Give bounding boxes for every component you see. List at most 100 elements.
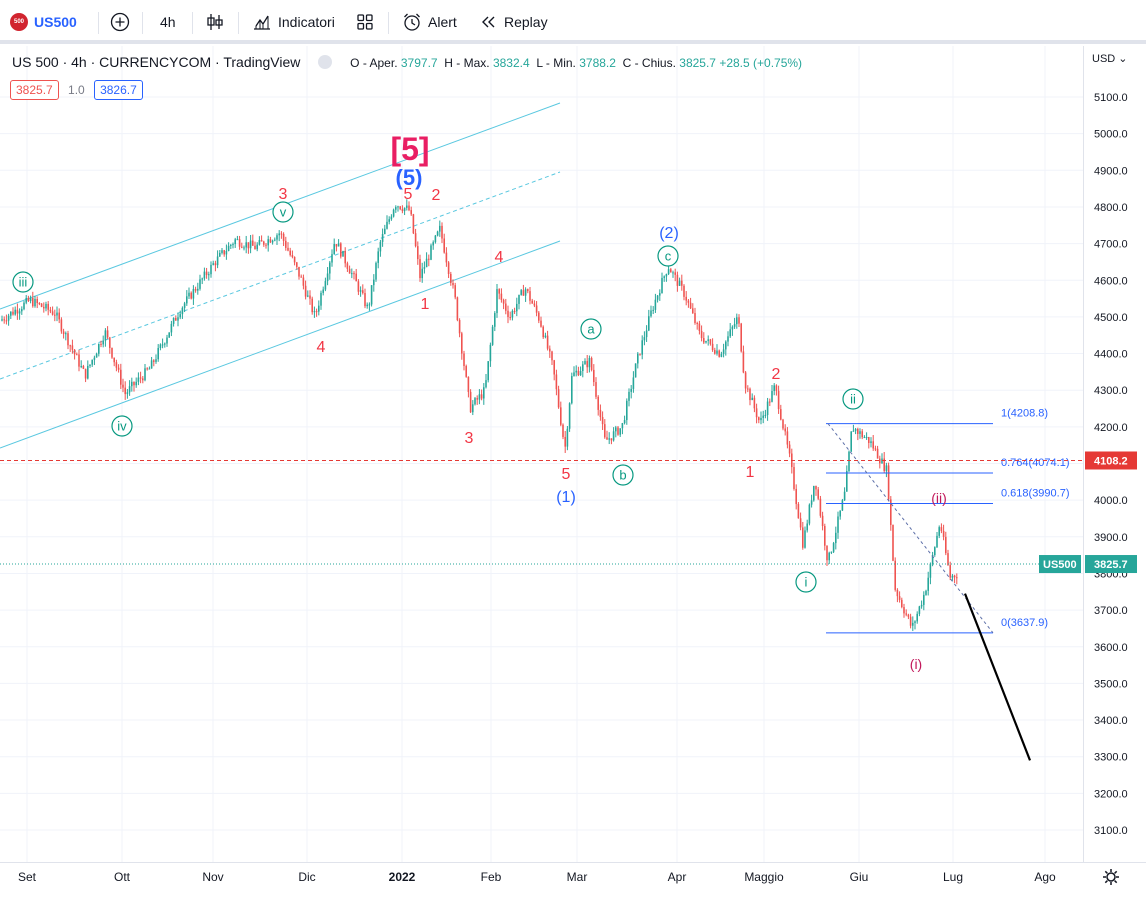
candle-body [500, 293, 503, 300]
price-tick-label: 4400.0 [1094, 349, 1128, 361]
candle-body [586, 361, 588, 368]
wave-label-iii-circle [12, 271, 34, 293]
candle-body [95, 353, 98, 358]
candle-body [566, 428, 569, 447]
candle-body [522, 290, 525, 296]
candle-body [879, 458, 881, 464]
wave-label-iii: iii [19, 275, 28, 290]
candle-body [722, 349, 725, 354]
wave-label-red-2-may: 2 [772, 366, 781, 383]
layouts-button[interactable] [356, 0, 374, 44]
candle-body [830, 551, 833, 553]
candle-body [608, 438, 610, 440]
candle-body [144, 368, 146, 381]
candle-body [111, 347, 113, 358]
candle-body [69, 345, 71, 347]
candle-body [166, 337, 168, 344]
time-tick-label: Nov [202, 870, 223, 884]
candle-body [181, 307, 184, 315]
candle-body [49, 309, 52, 312]
candle-body [337, 243, 340, 247]
candle-body [511, 310, 514, 318]
interval-button[interactable]: 4h [160, 14, 176, 30]
candle-body [71, 345, 74, 350]
price-axis[interactable]: 5100.0 5000.0 4900.0 4800.0 4700.0 4600.0 4500… [1039, 92, 1137, 837]
gear-icon-teeth [1103, 869, 1119, 885]
wave-label-minor-ii: (ii) [931, 490, 947, 506]
settings-gear-button[interactable] [1103, 869, 1119, 885]
candle-body [546, 335, 549, 349]
candle-body [135, 381, 137, 386]
trend-channel[interactable] [0, 102, 561, 449]
currency-selector[interactable]: USD ⌄ [1092, 52, 1128, 65]
candle-body [637, 353, 639, 364]
candle-body [269, 239, 272, 243]
candle-body [62, 331, 65, 335]
candle-body [21, 309, 23, 312]
price-tick-label: 5100.0 [1094, 92, 1128, 104]
candle-body [656, 295, 659, 300]
candle-body [190, 292, 192, 299]
eye-icon[interactable] [318, 55, 333, 70]
candle-body [203, 271, 206, 279]
candle-body [590, 358, 593, 370]
candle-body [540, 320, 542, 327]
replay-button[interactable]: Replay [480, 0, 548, 44]
candle-body [73, 349, 76, 355]
candle-body [150, 360, 153, 369]
symbol-search-button[interactable]: US500 [34, 14, 77, 30]
candle-body [192, 289, 195, 299]
candle-body [177, 317, 179, 321]
candle-body [841, 500, 844, 511]
sell-price-box[interactable]: 3825.7 [10, 80, 59, 100]
candle-body [445, 252, 448, 263]
candle-body [797, 504, 800, 519]
candle-body [412, 214, 415, 234]
candle-body [366, 304, 368, 307]
candle-body [749, 388, 751, 401]
candle-body [810, 500, 813, 505]
candle-body [355, 273, 357, 282]
time-axis[interactable]: Set Ott Nov Dic 2022 Feb Mar Apr Maggio Giu Lug Ago [18, 870, 1056, 884]
compare-symbol-button[interactable] [110, 0, 130, 44]
candle-body [568, 403, 571, 429]
legend-ohlc: O - Aper. 3797.7 H - Max. 3832.4 L - Min… [350, 56, 802, 70]
indicators-button[interactable]: Indicatori [252, 0, 335, 44]
candle-body [188, 292, 190, 297]
channel-mid-line [0, 171, 561, 380]
candle-body [643, 337, 646, 341]
candle-body [617, 427, 619, 435]
price-tick-label: 3600.0 [1094, 642, 1128, 654]
candle-body [846, 471, 848, 492]
legend-title[interactable]: US 500 · 4h · CURRENCYCOM · TradingView [12, 54, 301, 70]
alert-button[interactable]: Alert [402, 0, 457, 44]
wave-label-iv: iv [117, 419, 127, 434]
candle-body [676, 274, 679, 286]
candle-body [896, 589, 899, 597]
candle-body [577, 370, 580, 376]
candle-body [599, 409, 602, 418]
fib-level-label: 1(4208.8) [1001, 408, 1048, 420]
candle-body [628, 391, 630, 401]
candle-body [139, 377, 142, 379]
candle-body [619, 428, 621, 435]
candle-body [326, 273, 329, 282]
candle-body [43, 306, 45, 309]
candle-body [307, 295, 309, 297]
fib-retracement[interactable]: 1(4208.8) 0.764(4074.1) 0.618(3990.7) 0(363… [826, 408, 1070, 634]
candle-body [883, 458, 885, 471]
time-tick-label: Set [18, 870, 37, 884]
symbol-badge-label: US500 [1043, 559, 1077, 571]
toolbar-divider [98, 12, 99, 34]
drawing-overlays[interactable] [0, 423, 1083, 761]
candle-body [384, 228, 386, 235]
candle-body [694, 313, 696, 323]
price-chart[interactable]: 1(4208.8) 0.764(4074.1) 0.618(3990.7) 0(363… [0, 46, 1146, 897]
chart-type-button[interactable] [205, 0, 225, 44]
candle-body [117, 367, 120, 370]
candle-body [788, 444, 791, 454]
candle-body [551, 351, 553, 361]
candle-body [106, 330, 109, 338]
buy-price-box[interactable]: 3826.7 [94, 80, 143, 100]
candle-body [291, 255, 294, 257]
